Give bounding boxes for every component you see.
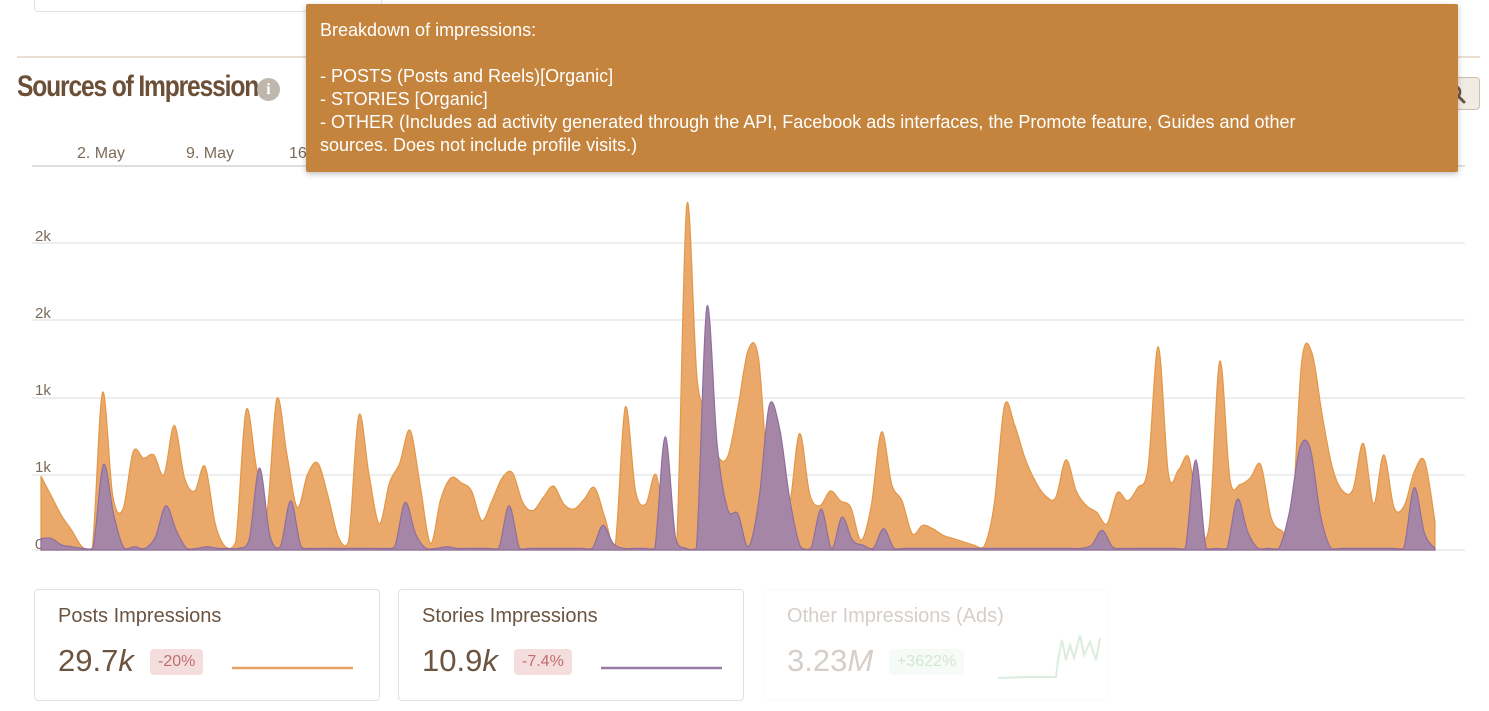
kpi-change-badge: -20% [150, 649, 204, 675]
kpi-change-badge: +3622% [889, 649, 965, 675]
kpi-value: 29.7k [58, 643, 134, 678]
kpi-card-stories[interactable]: Stories Impressions 10.9k -7.4% [398, 589, 744, 701]
tooltip-heading: Breakdown of impressions: [320, 20, 537, 40]
kpi-sparkline [601, 666, 722, 670]
kpi-label: Stories Impressions [422, 605, 598, 627]
info-icon[interactable]: i [257, 78, 280, 101]
y-tick-label: 1k [35, 382, 51, 399]
impressions-tooltip: Breakdown of impressions: - POSTS (Posts… [306, 4, 1458, 172]
y-tick-label: 1k [35, 459, 51, 476]
tooltip-line: - OTHER (Includes ad activity generated … [320, 112, 1296, 132]
y-tick-label: 2k [35, 228, 51, 245]
tooltip-line: sources. Does not include profile visits… [320, 135, 638, 155]
kpi-label: Other Impressions (Ads) [787, 605, 1004, 627]
kpi-sparkline [232, 666, 353, 670]
y-tick-label: 2k [35, 305, 51, 322]
kpi-card-other[interactable]: Other Impressions (Ads) 3.23M +3622% [763, 589, 1109, 701]
kpi-value: 3.23M [787, 643, 874, 678]
kpi-sparkline [997, 634, 1101, 679]
x-tick-label: 2. May [77, 145, 125, 162]
tooltip-line: - STORIES [Organic] [320, 89, 488, 109]
tooltip-line: - POSTS (Posts and Reels)[Organic] [320, 66, 614, 86]
x-tick-label: 9. May [186, 145, 234, 162]
section-title: Sources of Impressions [17, 70, 272, 103]
kpi-change-badge: -7.4% [514, 649, 572, 675]
kpi-label: Posts Impressions [58, 605, 222, 627]
x-tick-label: 16 [289, 145, 307, 162]
series-area-stories [40, 305, 1436, 551]
kpi-card-posts[interactable]: Posts Impressions 29.7k -20% [34, 589, 380, 701]
series-area-posts [40, 201, 1436, 551]
kpi-value: 10.9k [422, 643, 498, 678]
